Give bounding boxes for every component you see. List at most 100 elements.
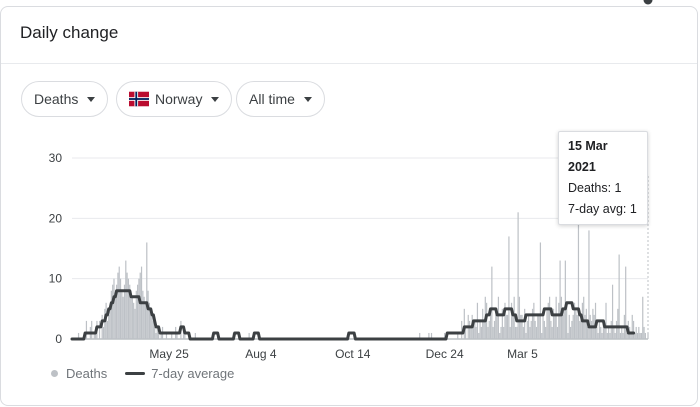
deaths-bar — [592, 308, 594, 339]
deaths-bar — [571, 320, 573, 339]
metric-dropdown[interactable]: Deaths — [21, 81, 109, 117]
deaths-bar — [134, 308, 136, 339]
chevron-down-icon — [87, 96, 96, 102]
deaths-bar — [500, 326, 502, 339]
deaths-bar — [590, 320, 593, 339]
deaths-bar — [184, 332, 186, 339]
deaths-bar — [643, 326, 645, 339]
deaths-bar — [542, 314, 544, 339]
deaths-bar — [126, 272, 128, 339]
deaths-bar — [625, 266, 627, 339]
deaths-bar — [530, 320, 532, 339]
deaths-bar — [636, 332, 639, 339]
deaths-bar — [617, 308, 619, 339]
deaths-bar — [562, 314, 564, 339]
deaths-bar — [622, 332, 624, 339]
deaths-bar — [585, 308, 587, 339]
tooltip-deaths: Deaths: 1 — [568, 181, 622, 195]
chart-axes: 0 10 20 30 May 25 Aug 4 Oct 14 Dec 24 Mar 5 — [49, 151, 538, 361]
deaths-bar — [604, 326, 606, 339]
deaths-bar — [520, 314, 522, 339]
deaths-bar — [122, 296, 124, 339]
deaths-bar — [546, 308, 548, 339]
deaths-bar — [489, 308, 492, 339]
card-title: Daily change — [20, 23, 119, 42]
deaths-bar — [524, 308, 526, 339]
deaths-bar — [598, 320, 601, 339]
deaths-bar — [597, 332, 599, 339]
region-dropdown[interactable]: Norway — [116, 81, 233, 117]
deaths-bar — [488, 320, 490, 339]
deaths-bar — [482, 308, 484, 339]
deaths-bar — [112, 284, 114, 339]
card-divider — [1, 63, 697, 64]
deaths-bar — [513, 296, 515, 339]
x-tick-label: May 25 — [149, 347, 189, 361]
deaths-bar — [110, 290, 112, 339]
deaths-bar — [430, 332, 433, 339]
deaths-bar — [621, 326, 623, 339]
deaths-bar — [138, 278, 140, 339]
deaths-bar — [613, 326, 615, 339]
x-tick-label: Dec 24 — [426, 347, 464, 361]
y-tick-label: 30 — [49, 151, 63, 165]
deaths-bar — [483, 320, 485, 339]
deaths-bar — [526, 320, 528, 339]
legend-average-swatch — [125, 372, 146, 375]
deaths-bar — [154, 326, 156, 339]
deaths-bar — [165, 332, 168, 339]
deaths-bar — [551, 326, 553, 339]
deaths-bar — [560, 296, 563, 339]
deaths-bar — [608, 326, 610, 339]
deaths-bar — [129, 284, 131, 339]
deaths-bar — [554, 314, 556, 339]
deaths-bar — [465, 326, 467, 339]
deaths-bar — [503, 326, 505, 339]
x-tick-label: Mar 5 — [507, 347, 538, 361]
deaths-bar — [547, 302, 549, 339]
deaths-bar — [125, 260, 127, 339]
deaths-bar — [522, 326, 524, 339]
deaths-bar — [479, 320, 481, 339]
deaths-bar — [639, 332, 641, 339]
chart-tooltip: 15 Mar 2021 Deaths: 1 7-day avg: 1 — [558, 131, 648, 225]
deaths-bar — [131, 296, 133, 339]
deaths-bar — [537, 314, 539, 339]
deaths-bar — [567, 332, 569, 339]
deaths-bar — [555, 296, 557, 339]
deaths-bar — [85, 320, 88, 339]
deaths-bar — [631, 314, 633, 339]
deaths-bar — [113, 278, 115, 339]
deaths-bar — [602, 320, 604, 339]
deaths-bar — [512, 314, 514, 339]
deaths-bar — [615, 320, 618, 339]
deaths-bar — [559, 260, 561, 339]
deaths-bar — [109, 308, 111, 339]
deaths-bar — [543, 320, 545, 339]
deaths-bar — [463, 308, 465, 339]
deaths-bar — [606, 332, 608, 339]
deaths-bar — [194, 332, 196, 339]
deaths-bar — [508, 236, 510, 339]
deaths-bar — [514, 326, 517, 339]
deaths-bar — [501, 308, 503, 339]
deaths-bar — [548, 296, 551, 339]
deaths-bar — [468, 320, 471, 339]
time-range-dropdown[interactable]: All time — [236, 81, 325, 117]
deaths-bar — [552, 308, 555, 339]
deaths-bar — [119, 278, 122, 339]
deaths-bar — [491, 266, 493, 339]
deaths-bar — [108, 314, 110, 339]
deaths-bar — [539, 242, 542, 339]
deaths-bar — [535, 326, 538, 339]
deaths-bar — [155, 332, 157, 339]
deaths-bar — [619, 332, 622, 339]
deaths-bar — [545, 326, 547, 339]
deaths-bar — [531, 308, 534, 339]
deaths-bar — [493, 320, 496, 339]
deaths-bar — [142, 290, 144, 339]
deaths-bar — [104, 308, 106, 339]
deaths-bar — [475, 326, 477, 339]
deaths-bar — [563, 308, 565, 339]
